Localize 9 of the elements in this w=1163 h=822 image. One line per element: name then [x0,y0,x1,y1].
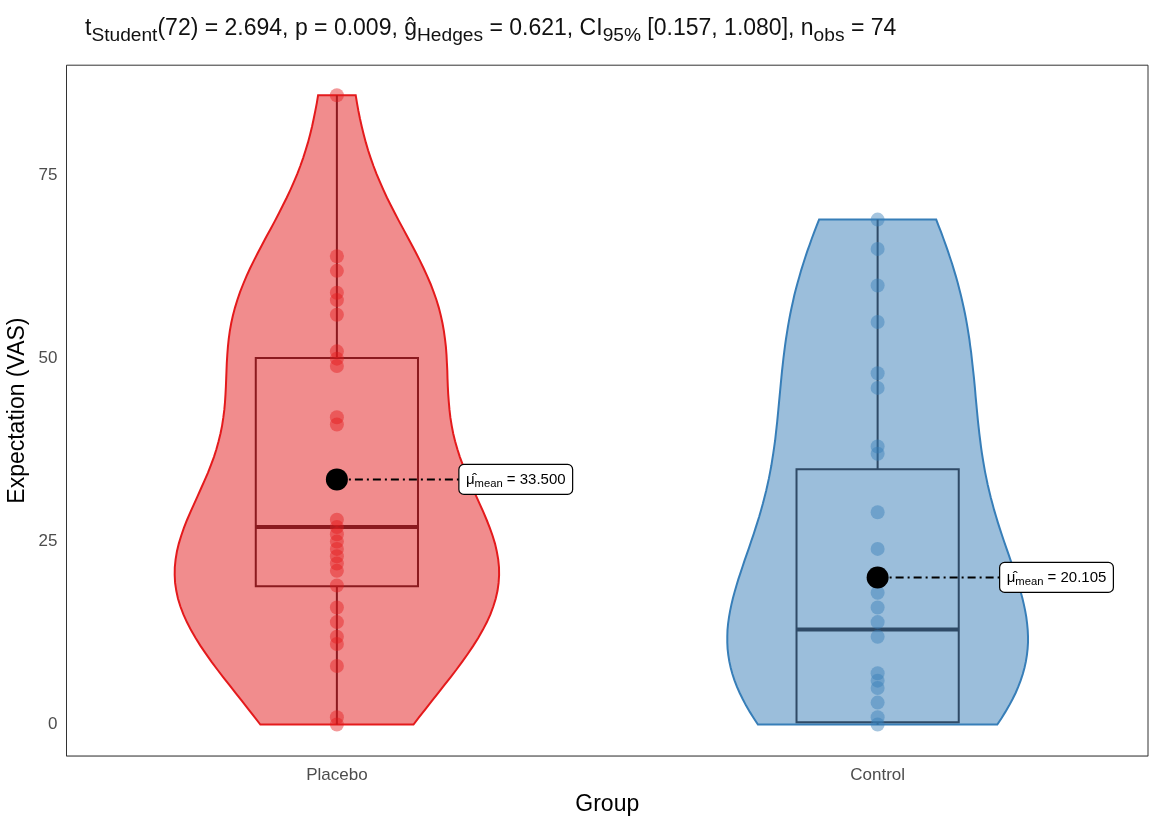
x-tick-label: Control [850,764,906,784]
y-tick-label: 75 [38,165,58,185]
y-axis-title: Expectation (VAS) [3,317,30,504]
x-tick-label: Placebo [306,764,368,784]
y-tick-label: 25 [38,531,58,551]
x-axis-title: Group [575,789,640,816]
y-tick-label: 0 [48,714,58,734]
chart-title: t$_{Student}$(72) = 2.694, p = 0.009, ĝ$_{Hedges}$ = 0.621, CI$_{95%}$ [0.157, 1.080], n$_{obs}$ = 74 [85,14,897,45]
y-tick-label: 50 [38,348,58,368]
